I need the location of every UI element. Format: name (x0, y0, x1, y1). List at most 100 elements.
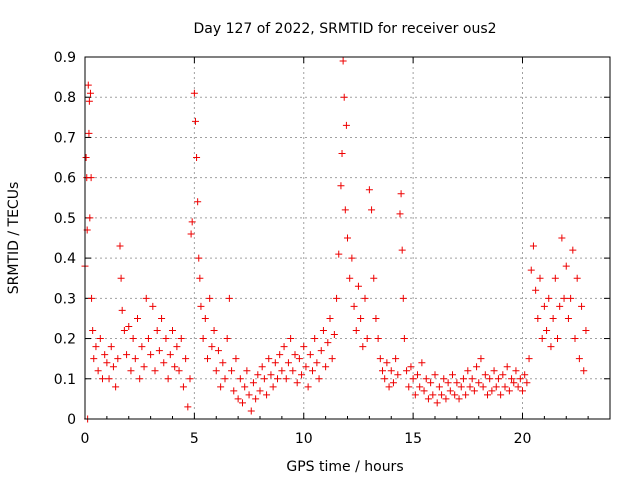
data-point (379, 367, 386, 375)
data-point (241, 383, 249, 391)
data-point (291, 351, 299, 359)
data-point (284, 359, 292, 367)
data-point (160, 359, 168, 367)
data-point (475, 379, 483, 387)
data-point (90, 355, 98, 363)
data-point (260, 375, 268, 383)
data-point (228, 367, 236, 375)
y-tick-label: 0.9 (54, 50, 76, 66)
data-point (339, 57, 347, 65)
data-point (173, 343, 181, 351)
data-point (267, 371, 275, 379)
data-point (208, 343, 216, 351)
data-point (105, 375, 113, 383)
data-point (543, 327, 551, 335)
data-point (453, 379, 461, 387)
data-point (433, 399, 441, 407)
data-point (136, 375, 144, 383)
data-point (328, 355, 336, 363)
x-tick-label: 10 (295, 431, 313, 447)
data-point (573, 274, 581, 282)
data-point (109, 363, 117, 371)
data-point (494, 375, 502, 383)
data-point (302, 363, 310, 371)
data-point (114, 355, 122, 363)
data-point (357, 314, 365, 322)
data-point (538, 335, 546, 343)
data-point (545, 294, 553, 302)
y-tick-label: 0 (67, 412, 76, 428)
data-point (556, 302, 564, 310)
data-point (427, 379, 435, 387)
data-point (575, 355, 583, 363)
data-point (422, 375, 430, 383)
data-point (138, 343, 146, 351)
data-point (287, 335, 295, 343)
data-point (86, 214, 94, 222)
data-point (370, 274, 378, 282)
data-point (85, 129, 93, 137)
data-point (82, 154, 90, 162)
data-point (300, 343, 308, 351)
data-point (359, 343, 367, 351)
data-point (101, 351, 109, 359)
data-point (278, 367, 286, 375)
data-point (191, 117, 199, 125)
data-point (341, 206, 349, 214)
data-point (508, 375, 516, 383)
data-point (481, 371, 489, 379)
data-point (140, 363, 148, 371)
data-point (363, 335, 371, 343)
data-point (295, 355, 303, 363)
data-point (190, 89, 198, 97)
data-point (158, 314, 166, 322)
data-point (249, 379, 257, 387)
y-tick-label: 0.4 (54, 251, 76, 267)
data-point (551, 274, 559, 282)
data-point (117, 274, 125, 282)
data-point (120, 327, 128, 335)
data-point (298, 371, 306, 379)
data-point (147, 351, 155, 359)
data-point (116, 242, 124, 250)
data-point (451, 391, 459, 399)
data-point (187, 230, 195, 238)
data-point (315, 375, 323, 383)
plot-frame (84, 56, 611, 420)
data-point (440, 375, 448, 383)
data-point (195, 254, 203, 262)
data-point (89, 327, 97, 335)
data-point (409, 375, 417, 383)
data-point (352, 327, 360, 335)
data-point (519, 387, 526, 395)
data-point (304, 383, 312, 391)
data-point (87, 174, 95, 182)
data-point (239, 399, 246, 407)
y-tick-label: 0.1 (54, 372, 76, 388)
data-point (169, 327, 176, 335)
data-point (348, 254, 356, 262)
data-point (171, 363, 179, 371)
data-point (499, 371, 507, 379)
data-point (85, 97, 93, 105)
data-point (569, 246, 577, 254)
data-point (497, 391, 505, 399)
data-point (258, 363, 266, 371)
data-point (466, 383, 474, 391)
data-point (103, 359, 111, 367)
data-point (503, 363, 511, 371)
data-point (372, 314, 380, 322)
data-point (387, 367, 395, 375)
data-point (486, 375, 494, 383)
data-point (86, 89, 94, 97)
data-point (396, 210, 404, 218)
data-point (405, 383, 413, 391)
data-point (484, 391, 491, 399)
data-point (129, 335, 137, 343)
data-point (197, 302, 205, 310)
data-point (400, 335, 408, 343)
data-point (245, 391, 253, 399)
data-point (134, 314, 141, 322)
data-point (479, 383, 487, 391)
